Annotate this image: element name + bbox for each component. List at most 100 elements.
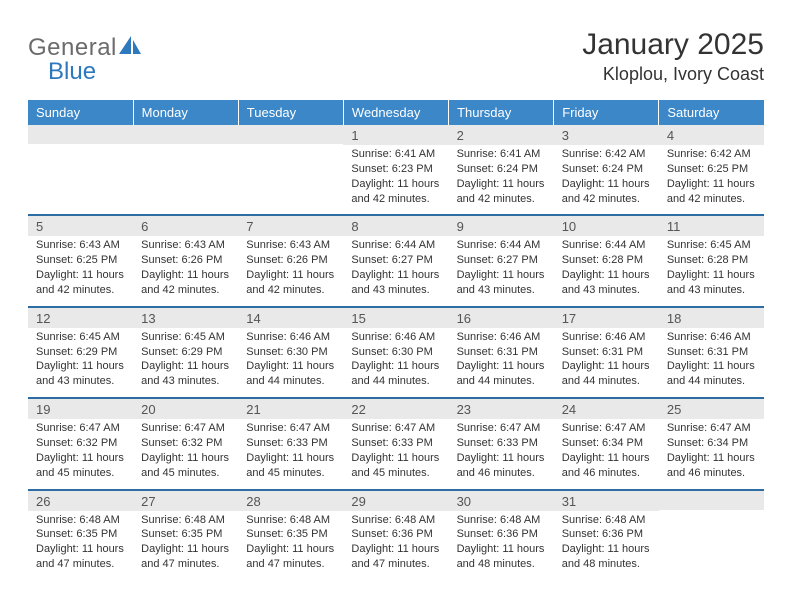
- day-content: [659, 510, 764, 568]
- day-number: 8: [343, 216, 448, 236]
- daylight-line-2: and 43 minutes.: [141, 374, 230, 389]
- daylight-line-2: and 43 minutes.: [562, 283, 651, 298]
- daylight-line-1: Daylight: 11 hours: [246, 451, 335, 466]
- sunrise-line: Sunrise: 6:48 AM: [457, 513, 546, 528]
- header: General Blue January 2025 Kloplou, Ivory…: [28, 28, 764, 86]
- day-number: 28: [238, 491, 343, 511]
- calendar-cell: 12Sunrise: 6:45 AMSunset: 6:29 PMDayligh…: [28, 307, 133, 398]
- sunrise-line: Sunrise: 6:47 AM: [562, 421, 651, 436]
- calendar-cell: 3Sunrise: 6:42 AMSunset: 6:24 PMDaylight…: [554, 125, 659, 215]
- day-number: 3: [554, 125, 659, 145]
- sunrise-line: Sunrise: 6:44 AM: [562, 238, 651, 253]
- daylight-line-1: Daylight: 11 hours: [141, 359, 230, 374]
- calendar-week-row: 5Sunrise: 6:43 AMSunset: 6:25 PMDaylight…: [28, 215, 764, 306]
- sunset-line: Sunset: 6:33 PM: [246, 436, 335, 451]
- day-content: Sunrise: 6:47 AMSunset: 6:32 PMDaylight:…: [133, 419, 238, 488]
- day-number: 5: [28, 216, 133, 236]
- day-number: [28, 125, 133, 144]
- sunrise-line: Sunrise: 6:47 AM: [246, 421, 335, 436]
- daylight-line-1: Daylight: 11 hours: [36, 451, 125, 466]
- day-content: Sunrise: 6:48 AMSunset: 6:36 PMDaylight:…: [554, 511, 659, 580]
- daylight-line-1: Daylight: 11 hours: [141, 268, 230, 283]
- day-number: 24: [554, 399, 659, 419]
- sunrise-line: Sunrise: 6:45 AM: [667, 238, 756, 253]
- calendar-body: 1Sunrise: 6:41 AMSunset: 6:23 PMDaylight…: [28, 125, 764, 580]
- daylight-line-1: Daylight: 11 hours: [246, 542, 335, 557]
- sunset-line: Sunset: 6:26 PM: [141, 253, 230, 268]
- day-number: 19: [28, 399, 133, 419]
- day-content: Sunrise: 6:46 AMSunset: 6:31 PMDaylight:…: [554, 328, 659, 397]
- daylight-line-2: and 47 minutes.: [351, 557, 440, 572]
- day-content: Sunrise: 6:47 AMSunset: 6:32 PMDaylight:…: [28, 419, 133, 488]
- daylight-line-2: and 42 minutes.: [351, 192, 440, 207]
- daylight-line-1: Daylight: 11 hours: [562, 177, 651, 192]
- dow-tuesday: Tuesday: [238, 100, 343, 125]
- daylight-line-1: Daylight: 11 hours: [562, 542, 651, 557]
- daylight-line-1: Daylight: 11 hours: [667, 359, 756, 374]
- sunset-line: Sunset: 6:28 PM: [667, 253, 756, 268]
- day-number: 23: [449, 399, 554, 419]
- calendar-cell: 5Sunrise: 6:43 AMSunset: 6:25 PMDaylight…: [28, 215, 133, 306]
- calendar-cell: 29Sunrise: 6:48 AMSunset: 6:36 PMDayligh…: [343, 490, 448, 580]
- day-number: 18: [659, 308, 764, 328]
- day-content: [133, 144, 238, 202]
- daylight-line-2: and 42 minutes.: [246, 283, 335, 298]
- sunset-line: Sunset: 6:27 PM: [351, 253, 440, 268]
- calendar-cell: 31Sunrise: 6:48 AMSunset: 6:36 PMDayligh…: [554, 490, 659, 580]
- sunrise-line: Sunrise: 6:46 AM: [562, 330, 651, 345]
- day-content: Sunrise: 6:46 AMSunset: 6:30 PMDaylight:…: [343, 328, 448, 397]
- day-content: Sunrise: 6:46 AMSunset: 6:31 PMDaylight:…: [659, 328, 764, 397]
- daylight-line-1: Daylight: 11 hours: [562, 451, 651, 466]
- calendar-cell: 23Sunrise: 6:47 AMSunset: 6:33 PMDayligh…: [449, 398, 554, 489]
- calendar-cell: 19Sunrise: 6:47 AMSunset: 6:32 PMDayligh…: [28, 398, 133, 489]
- daylight-line-1: Daylight: 11 hours: [667, 177, 756, 192]
- day-content: Sunrise: 6:42 AMSunset: 6:24 PMDaylight:…: [554, 145, 659, 214]
- day-content: [238, 144, 343, 202]
- daylight-line-2: and 48 minutes.: [457, 557, 546, 572]
- day-number: 12: [28, 308, 133, 328]
- day-number: 15: [343, 308, 448, 328]
- daylight-line-1: Daylight: 11 hours: [351, 359, 440, 374]
- daylight-line-1: Daylight: 11 hours: [141, 542, 230, 557]
- day-number: 11: [659, 216, 764, 236]
- day-content: Sunrise: 6:47 AMSunset: 6:33 PMDaylight:…: [449, 419, 554, 488]
- day-content: Sunrise: 6:47 AMSunset: 6:34 PMDaylight:…: [554, 419, 659, 488]
- calendar-cell: 17Sunrise: 6:46 AMSunset: 6:31 PMDayligh…: [554, 307, 659, 398]
- daylight-line-1: Daylight: 11 hours: [667, 268, 756, 283]
- location-label: Kloplou, Ivory Coast: [582, 64, 764, 85]
- sunset-line: Sunset: 6:31 PM: [457, 345, 546, 360]
- day-content: Sunrise: 6:43 AMSunset: 6:26 PMDaylight:…: [133, 236, 238, 305]
- day-content: Sunrise: 6:43 AMSunset: 6:25 PMDaylight:…: [28, 236, 133, 305]
- sunset-line: Sunset: 6:30 PM: [351, 345, 440, 360]
- day-number: 26: [28, 491, 133, 511]
- daylight-line-1: Daylight: 11 hours: [351, 268, 440, 283]
- sunrise-line: Sunrise: 6:46 AM: [246, 330, 335, 345]
- day-content: Sunrise: 6:46 AMSunset: 6:30 PMDaylight:…: [238, 328, 343, 397]
- sunrise-line: Sunrise: 6:48 AM: [141, 513, 230, 528]
- daylight-line-2: and 42 minutes.: [562, 192, 651, 207]
- sunrise-line: Sunrise: 6:43 AM: [141, 238, 230, 253]
- daylight-line-1: Daylight: 11 hours: [457, 451, 546, 466]
- day-number: 30: [449, 491, 554, 511]
- sunset-line: Sunset: 6:36 PM: [457, 527, 546, 542]
- calendar-cell: 10Sunrise: 6:44 AMSunset: 6:28 PMDayligh…: [554, 215, 659, 306]
- day-number: 31: [554, 491, 659, 511]
- day-content: Sunrise: 6:47 AMSunset: 6:34 PMDaylight:…: [659, 419, 764, 488]
- day-content: Sunrise: 6:45 AMSunset: 6:28 PMDaylight:…: [659, 236, 764, 305]
- day-number: [133, 125, 238, 144]
- sunset-line: Sunset: 6:27 PM: [457, 253, 546, 268]
- daylight-line-2: and 43 minutes.: [36, 374, 125, 389]
- calendar-cell: 9Sunrise: 6:44 AMSunset: 6:27 PMDaylight…: [449, 215, 554, 306]
- sunrise-line: Sunrise: 6:47 AM: [667, 421, 756, 436]
- sunset-line: Sunset: 6:36 PM: [351, 527, 440, 542]
- day-content: Sunrise: 6:44 AMSunset: 6:27 PMDaylight:…: [343, 236, 448, 305]
- sunrise-line: Sunrise: 6:46 AM: [457, 330, 546, 345]
- sunset-line: Sunset: 6:25 PM: [36, 253, 125, 268]
- daylight-line-1: Daylight: 11 hours: [36, 542, 125, 557]
- sunrise-line: Sunrise: 6:44 AM: [457, 238, 546, 253]
- calendar-cell: [133, 125, 238, 215]
- calendar-cell: [238, 125, 343, 215]
- calendar-week-row: 12Sunrise: 6:45 AMSunset: 6:29 PMDayligh…: [28, 307, 764, 398]
- daylight-line-2: and 46 minutes.: [667, 466, 756, 481]
- calendar-cell: 8Sunrise: 6:44 AMSunset: 6:27 PMDaylight…: [343, 215, 448, 306]
